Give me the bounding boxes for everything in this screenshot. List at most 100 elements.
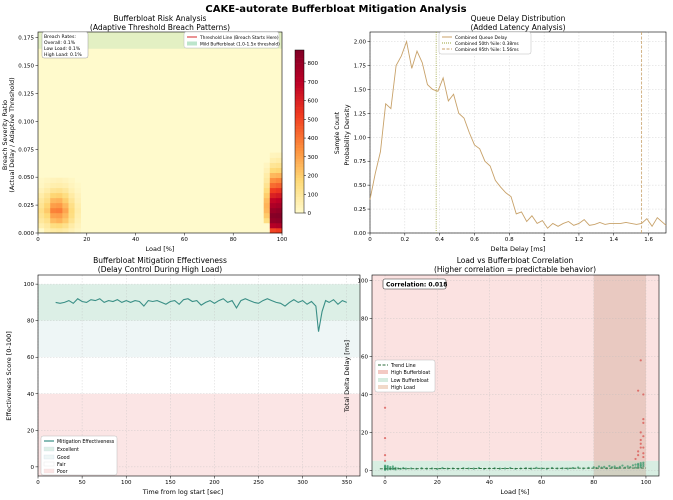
scatter-point-0-62 — [603, 465, 606, 468]
heatmap-cell-45 — [62, 217, 69, 224]
heatmap-cell-51 — [62, 187, 69, 194]
heatmap-cell-91 — [269, 207, 277, 214]
scatter-point-1-18 — [642, 421, 645, 425]
colorbar-segment-37 — [295, 109, 304, 113]
colorbar-segment-2 — [295, 204, 304, 208]
correlation-value: Correlation: 0.018 — [386, 282, 447, 289]
scatter-point-0-22 — [404, 467, 408, 470]
colorbar-segment-33 — [295, 120, 304, 124]
low-bufferbloat-legend-label: Low Bufferbloat — [391, 378, 429, 384]
heatmap-cell-65 — [74, 227, 81, 234]
colorbar-segment-45 — [295, 88, 304, 92]
good-legend-label: Good — [57, 455, 70, 461]
figure-suptitle: CAKE-autorate Bufferbloat Mitigation Ana… — [205, 4, 466, 15]
scatter-point-1-3 — [383, 459, 387, 462]
colorbar-segment-18 — [295, 161, 304, 165]
fair-legend-swatch — [43, 461, 55, 467]
x-tick-label-6: 1.2 — [575, 237, 584, 243]
queue-delay-xlabel: Delta Delay [ms] — [491, 245, 546, 253]
colorbar-segment-55 — [295, 60, 304, 64]
x-tick-label-5: 1 — [542, 237, 546, 243]
heatmap-cell-4 — [38, 202, 45, 209]
heatmap-cell-99 — [269, 167, 277, 173]
colorbar-segment-29 — [295, 131, 304, 135]
x-tick-label-4: 200 — [209, 480, 220, 486]
scatter-point-1-9 — [639, 438, 642, 442]
colorbar-label: Sample Count — [334, 111, 341, 154]
scatter-point-0-64 — [608, 464, 611, 468]
y-tick-label-7: 1.75 — [354, 64, 367, 70]
heatmap-cell-86 — [263, 162, 271, 168]
x-tick-label-3: 0.6 — [470, 237, 479, 243]
correlation-plot-area: 0 20 40 60 80 100 0 20 40 60 80 100 — [358, 274, 660, 486]
colorbar-segment-16 — [295, 166, 304, 170]
breach-info-line-3: High Load: 0.1% — [44, 52, 82, 58]
scatter-point-0-12 — [389, 465, 392, 469]
colorbar-segment-17 — [295, 164, 304, 168]
heatmap-cell-16 — [44, 197, 51, 204]
y-tick-label-1: 0.025 — [18, 203, 34, 209]
breach-info-box: Breach Rates: Overall: 0.1% Low Load: 0.… — [41, 31, 89, 59]
scatter-point-1-7 — [639, 446, 642, 449]
x-tick-label-2: 40 — [486, 480, 493, 486]
heatmap-cell-92 — [269, 202, 277, 209]
x-tick-label-4: 80 — [590, 480, 597, 486]
heatmap-cell-63 — [68, 182, 75, 189]
effectiveness-legend-label: Mitigation Effectiveness — [57, 439, 115, 445]
x-tick-label-3: 60 — [181, 237, 188, 243]
mild-bufferbloat-legend-label: Mild Bufferbloat (1.0-1.5x threshold) — [200, 42, 280, 48]
y-tick-label-5: 100 — [358, 279, 369, 285]
heatmap-cell-108 — [275, 202, 283, 209]
heatmap-ylabel-line2: (Actual Delay / Adaptive Threshold) — [8, 77, 16, 192]
heatmap-cell-113 — [275, 177, 283, 184]
heatmap-cell-97 — [269, 177, 277, 184]
colorbar-segment-47 — [295, 82, 304, 86]
x-tick-label-0: 0 — [36, 480, 40, 486]
heatmap-cell-104 — [275, 222, 283, 229]
colorbar-segment-51 — [295, 71, 304, 75]
x-tick-label-7: 1.4 — [609, 237, 618, 243]
y-tick-label-4: 80 — [27, 319, 34, 325]
colorbar-segment-48 — [295, 79, 304, 83]
colorbar-segment-24 — [295, 145, 304, 149]
heatmap-cell-7 — [38, 187, 45, 194]
colorbar-tick-label-4: 400 — [308, 136, 319, 142]
y-tick-label-6: 0.150 — [18, 64, 34, 70]
scatter-point-0-71 — [626, 465, 629, 468]
heatmap-cell-102 — [269, 152, 277, 158]
scatter-point-1-10 — [642, 435, 645, 438]
heatmap-cell-57 — [68, 212, 75, 219]
heatmap-cell-2 — [38, 212, 45, 219]
y-tick-label-0: 0.000 — [18, 231, 34, 237]
colorbar-segment-1 — [295, 207, 304, 211]
colorbar-segment-25 — [295, 142, 304, 146]
heatmap-cell-0 — [38, 222, 45, 229]
colorbar-tick-label-6: 600 — [308, 99, 319, 105]
colorbar-segment-5 — [295, 196, 304, 200]
y-tick-label-1: 0.25 — [354, 207, 367, 213]
colorbar-segment-26 — [295, 139, 304, 143]
mild-bufferbloat-legend-swatch — [187, 41, 197, 46]
correlation-box: Correlation: 0.018 — [382, 278, 447, 290]
heatmap-cell-52 — [62, 182, 69, 189]
heatmap-cell-38 — [56, 197, 63, 204]
heatmap-cell-71 — [74, 197, 81, 204]
heatmap-cell-74 — [74, 182, 81, 189]
top-margin-fill — [38, 275, 360, 285]
y-tick-label-0: 0.00 — [354, 231, 367, 237]
scatter-point-1-0 — [383, 406, 387, 409]
correlation-xlabel: Load [%] — [501, 488, 530, 496]
scatter-point-1-13 — [642, 455, 645, 459]
queue-delay-title: Queue Delay Distribution — [471, 14, 566, 23]
heatmap-cell-28 — [50, 192, 57, 199]
x-tick-label-5: 100 — [641, 480, 652, 486]
colorbar-segment-39 — [295, 104, 304, 108]
colorbar-segment-59 — [295, 50, 304, 54]
scatter-point-0-74 — [634, 463, 637, 466]
colorbar-segment-19 — [295, 158, 304, 162]
effectiveness-legend: Mitigation Effectiveness Excellent Good … — [40, 435, 118, 476]
effectiveness-band-1 — [38, 320, 360, 358]
x-tick-label-0: 0 — [36, 237, 40, 243]
heatmap-cell-106 — [275, 212, 283, 219]
